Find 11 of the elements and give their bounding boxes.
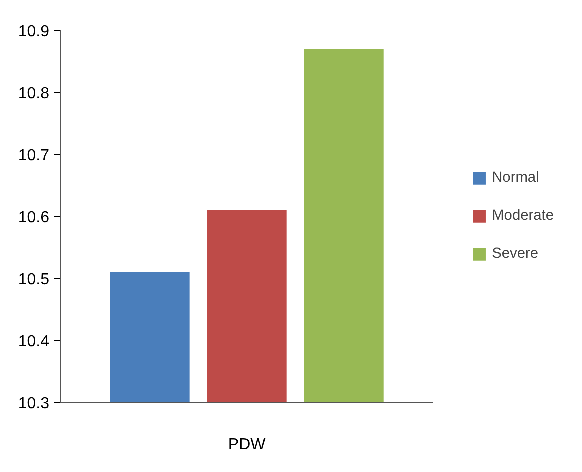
y-tick-label: 10.3 [18,396,50,412]
legend-label: Normal [492,170,540,186]
y-tick-label: 10.8 [18,86,50,102]
y-tick-label: 10.7 [18,148,50,164]
y-tick-label: 10.9 [18,24,50,40]
y-tick-label: 10.4 [18,334,50,350]
legend-label: Moderate [492,208,554,224]
y-tick-label: 10.5 [18,272,50,288]
x-tick-label: PDW [228,436,267,454]
legend-label: Severe [492,246,539,262]
y-tick-label: 10.6 [18,210,50,226]
